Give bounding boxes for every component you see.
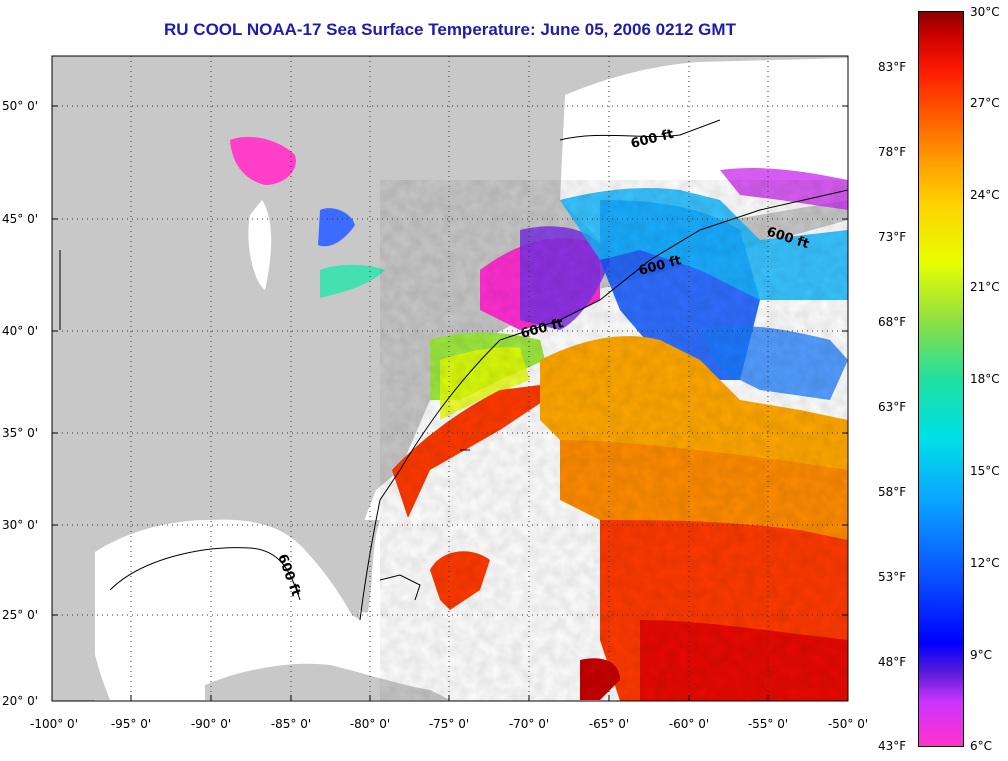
map-frame (51, 55, 849, 702)
lon-label: -70° 0' (508, 717, 550, 731)
colorbar-fahrenheit-label: 48°F (878, 655, 907, 669)
lat-label: 35° 0' (2, 426, 39, 440)
colorbar-fahrenheit-label: 83°F (878, 60, 907, 74)
colorbar-celsius-label: 9°C (970, 648, 993, 662)
colorbar-celsius-label: 18°C (970, 372, 1000, 386)
lake-michigan (248, 200, 272, 290)
lon-label: -100° 0' (30, 717, 78, 731)
isobath-line-atlantic (399, 189, 848, 471)
isobath-line-gulf (109, 547, 301, 601)
lat-label: 30° 0' (2, 518, 39, 532)
lon-label: -75° 0' (428, 717, 470, 731)
lon-label: -90° 0' (190, 717, 232, 731)
lat-label: 25° 0' (2, 608, 39, 622)
bahamas-outline (379, 574, 421, 601)
colorbar-celsius-label: 24°C (970, 188, 1000, 202)
lon-label: -80° 0' (349, 717, 391, 731)
lat-label: 45° 0' (2, 212, 39, 226)
colorbar-celsius-label: 30°C (970, 5, 1000, 19)
map-title: RU COOL NOAA-17 Sea Surface Temperature:… (164, 20, 736, 39)
colorbar-fahrenheit-label: 68°F (878, 315, 907, 329)
colorbar-celsius-label: 12°C (970, 556, 1000, 570)
colorbar-fahrenheit-label: 43°F (878, 739, 907, 753)
lon-label: -55° 0' (747, 717, 789, 731)
lake-erie (320, 264, 385, 298)
colorbar-celsius-label: 21°C (970, 280, 1000, 294)
lat-label: 40° 0' (2, 324, 39, 338)
mexico (52, 552, 110, 700)
colorbar-fahrenheit-label: 73°F (878, 230, 907, 244)
colorbar-fahrenheit-label: 58°F (878, 485, 907, 499)
lon-label: -65° 0' (588, 717, 630, 731)
colorbar-fahrenheit-label: 53°F (878, 570, 907, 584)
lon-label: -95° 0' (110, 717, 152, 731)
lat-label: 20° 0' (2, 694, 39, 708)
colorbar-celsius-label: 6°C (970, 739, 993, 753)
lon-label: -85° 0' (270, 717, 312, 731)
colorbar-fahrenheit-label: 63°F (878, 400, 907, 414)
lon-label: -60° 0' (668, 717, 710, 731)
colorbar-fahrenheit-label: 78°F (878, 145, 907, 159)
lake-huron (318, 208, 355, 247)
florida (330, 520, 380, 613)
lake-superior (230, 136, 296, 185)
colorbar-celsius-label: 15°C (970, 464, 1000, 478)
lon-label: -50° 0' (827, 717, 869, 731)
lat-label: 50° 0' (2, 99, 39, 113)
colorbar-celsius-label: 27°C (970, 96, 1000, 110)
temperature-colorbar (918, 11, 964, 747)
